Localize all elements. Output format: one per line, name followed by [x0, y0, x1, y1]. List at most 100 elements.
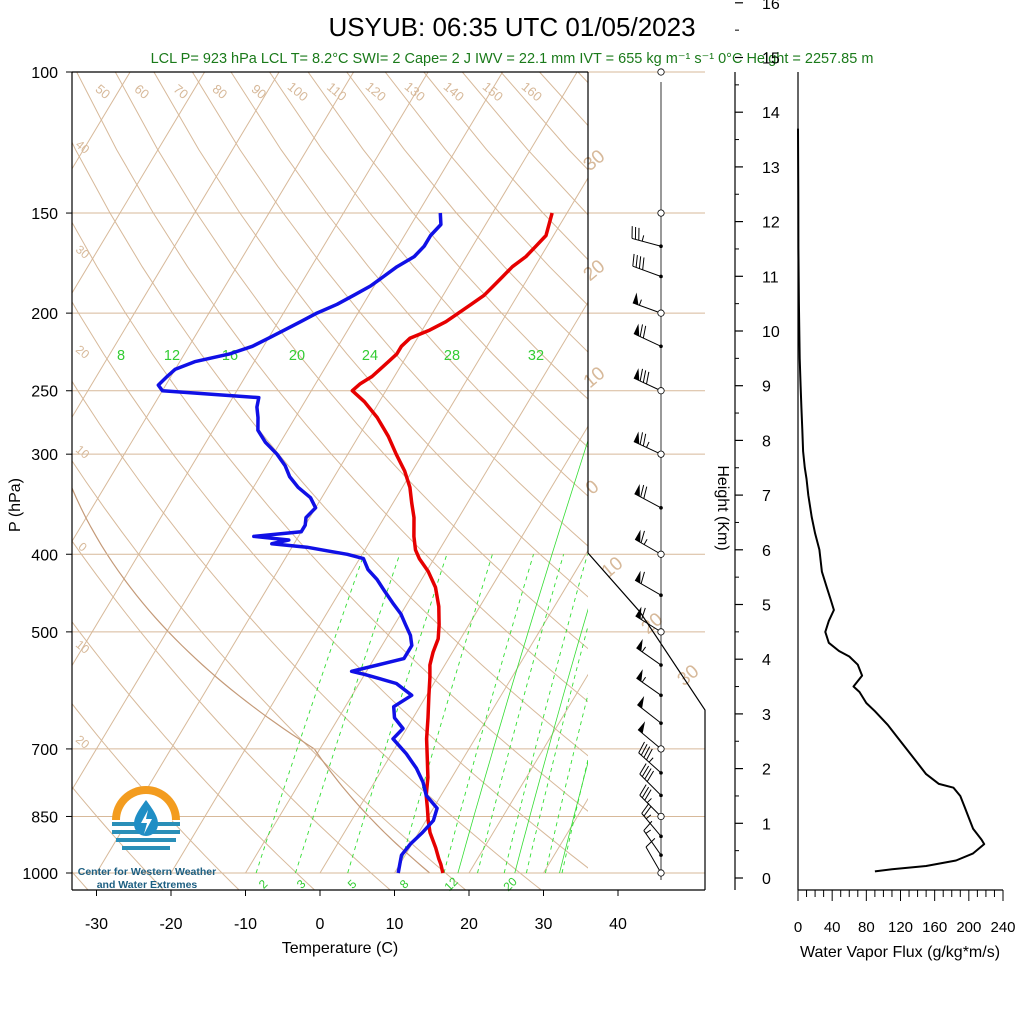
- wind-barb-half-feather: [646, 441, 650, 448]
- wind-barb-point: [659, 693, 663, 698]
- wind-barb: [639, 784, 663, 819]
- dry-adiabat-line: [230, 72, 588, 497]
- mixing-ratio-label: 2: [256, 877, 271, 892]
- skewt-background-labels: 50 60 70 80 90 100 110 120 130 140 150 160403020100…: [73, 79, 703, 894]
- temperature-trace: [350, 212, 554, 874]
- wind-barb-flag: [633, 431, 640, 445]
- wind-barb: [634, 570, 663, 598]
- dry-adiabat-line: [72, 459, 467, 890]
- wind-barb-feather: [646, 371, 650, 385]
- wind-barb: [643, 820, 663, 857]
- dry-adiabat-label: 90: [249, 81, 270, 102]
- isotherm-line: [72, 72, 355, 543]
- mixing-ratio-label: 8: [397, 877, 412, 892]
- wind-level-marker: [657, 869, 665, 877]
- height-tick-label: 3: [762, 707, 771, 724]
- isobar-lines: [72, 71, 705, 874]
- wind-barb-point: [659, 274, 663, 279]
- isotherm-line: [170, 177, 588, 874]
- logo-text-line2: and Water Extremes: [97, 879, 198, 891]
- wind-barb-staff: [633, 333, 662, 347]
- isotherm-line: [693, 72, 1024, 873]
- mixing-ratio-line: [295, 554, 401, 874]
- wind-barb-feather: [643, 820, 653, 831]
- wind-barb-staff: [632, 302, 662, 314]
- mixing-ratio-label: 20: [289, 348, 305, 364]
- wind-barb-point: [659, 793, 663, 798]
- wind-barb: [632, 253, 663, 279]
- height-axis-label: Height (Km): [714, 465, 731, 550]
- dry-adiabat-label: 140: [441, 79, 467, 104]
- wind-barb-feather: [646, 770, 655, 782]
- pressure-tick-label: 250: [31, 384, 58, 401]
- wind-barb-flag: [635, 606, 642, 620]
- mixing-ratio-label: 8: [117, 348, 125, 364]
- wind-barb-feather: [644, 768, 652, 780]
- height-tick-label: 15: [762, 51, 780, 68]
- pressure-tick-label: 300: [31, 447, 58, 464]
- isotherm-line: [72, 72, 429, 667]
- mixing-ratio-lines: [255, 377, 814, 874]
- temperature-tick-label: 40: [609, 916, 627, 933]
- dry-adiabat-line: [76, 72, 588, 703]
- mixing-ratio-label: 3: [294, 877, 309, 892]
- wind-level-marker: [657, 745, 665, 753]
- wind-barb-point: [659, 721, 663, 725]
- dry-adiabat-line: [191, 72, 588, 547]
- dry-adiabat-line: [153, 72, 588, 598]
- wind-barb: [633, 368, 663, 393]
- pressure-axis-label: P (hPa): [7, 478, 24, 532]
- wind-barb-staff: [641, 813, 662, 837]
- isotherm-label: 10: [580, 363, 610, 393]
- isotherm-label: 10: [73, 637, 92, 657]
- pressure-tick-label: 100: [31, 65, 58, 82]
- wind-barb-flag: [636, 669, 643, 682]
- wind-level-marker: [657, 812, 665, 821]
- skewt-background-lines: [72, 72, 1024, 890]
- mixing-ratio-label: 28: [444, 348, 460, 364]
- height-tick-label: 16: [762, 0, 780, 13]
- wind-level-marker: [657, 68, 665, 76]
- flux-tick-label: 240: [990, 919, 1015, 936]
- wind-barb-feather: [642, 433, 647, 447]
- chart-subtitle: LCL P= 923 hPa LCL T= 8.2°C SWI= 2 Cape=…: [151, 51, 874, 67]
- wind-barb-staff: [634, 579, 662, 596]
- height-tick-label: 7: [762, 488, 771, 505]
- isotherm-line: [72, 72, 131, 170]
- dry-adiabat-label: 60: [132, 81, 153, 102]
- flux-axis: 0 40 80 120 160 200 240: [794, 890, 1016, 936]
- wind-barb-feather: [641, 786, 650, 798]
- pressure-tick-label: 200: [31, 306, 58, 323]
- wind-barb-feather: [639, 368, 643, 382]
- temperature-tick-label: 20: [460, 916, 478, 933]
- wind-barb-point: [659, 853, 663, 857]
- height-tick-label: 1: [762, 816, 771, 833]
- wind-level-marker: [657, 209, 665, 217]
- isotherm-label: 20: [73, 342, 92, 362]
- flux-tick-label: 0: [794, 919, 802, 936]
- wind-barb-feather: [639, 324, 643, 337]
- wind-barb-feather: [643, 805, 652, 817]
- wind-barb-staff: [637, 704, 662, 724]
- dry-adiabat-line: [346, 72, 588, 353]
- temperature-tick-label: -10: [234, 916, 257, 933]
- isotherm-line: [72, 72, 206, 294]
- dry-adiabat-label: 130: [402, 79, 428, 104]
- height-tick-label: 5: [762, 598, 771, 615]
- dry-adiabat-line: [617, 72, 1024, 890]
- wind-barb-point: [659, 344, 663, 349]
- mixing-ratio-line: [255, 554, 365, 874]
- wind-barb-point: [659, 244, 663, 249]
- saturated-adiabat-line: [457, 439, 588, 874]
- isotherm-label: 30: [73, 242, 92, 262]
- pressure-tick-label: 700: [31, 742, 58, 759]
- temperature-axis: -30 -20 -10 0 10 20 30 40: [85, 890, 627, 933]
- saturated-adiabat-line: [661, 377, 789, 874]
- height-tick-label: 8: [762, 433, 771, 450]
- temperature-tick-label: -30: [85, 916, 108, 933]
- wind-barb-half-feather: [646, 798, 652, 804]
- saturated-adiabat-line: [689, 377, 814, 874]
- isotherm-label: 10: [73, 442, 92, 462]
- height-tick-label: 0: [762, 871, 771, 888]
